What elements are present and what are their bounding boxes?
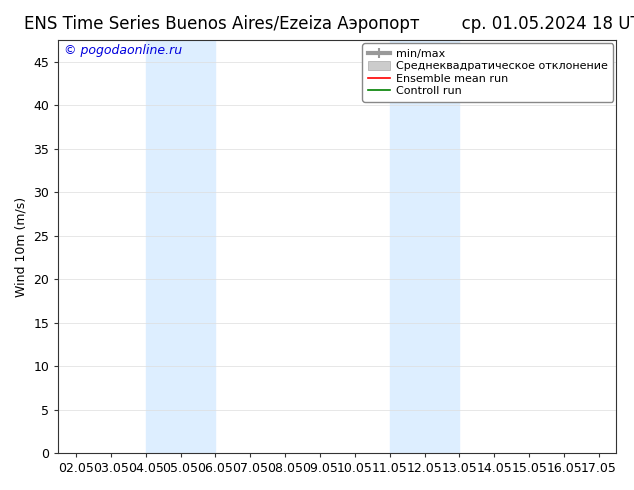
Title: ENS Time Series Buenos Aires/Ezeiza Аэропорт        ср. 01.05.2024 18 UTC: ENS Time Series Buenos Aires/Ezeiza Аэро…	[24, 15, 634, 33]
Text: © pogodaonline.ru: © pogodaonline.ru	[64, 44, 182, 57]
Legend: min/max, Среднеквадратическое отклонение, Ensemble mean run, Controll run: min/max, Среднеквадратическое отклонение…	[362, 44, 613, 101]
Bar	[390, 40, 460, 453]
Bar	[146, 40, 216, 453]
Y-axis label: Wind 10m (m/s): Wind 10m (m/s)	[15, 196, 28, 296]
